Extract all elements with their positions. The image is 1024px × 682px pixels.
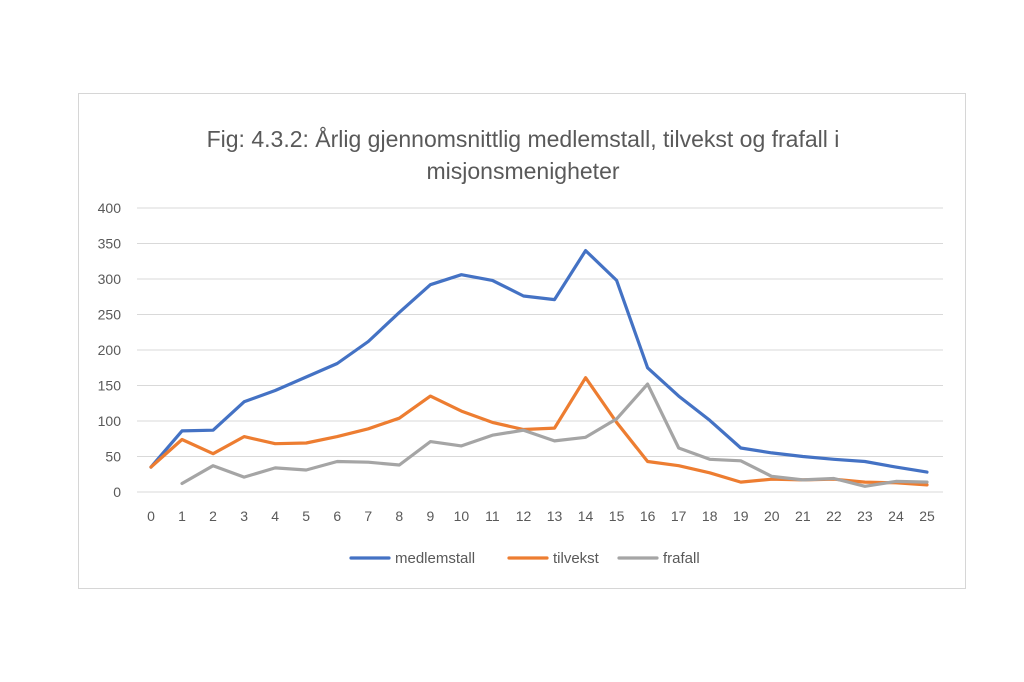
y-tick-label: 400 — [98, 200, 122, 216]
x-tick-label: 24 — [888, 508, 904, 524]
x-tick-label: 21 — [795, 508, 811, 524]
x-tick-label: 8 — [395, 508, 403, 524]
legend-label-medlemstall: medlemstall — [395, 550, 475, 567]
legend-label-frafall: frafall — [663, 550, 700, 567]
legend: medlemstall tilvekst frafall — [349, 550, 700, 567]
x-tick-label: 23 — [857, 508, 873, 524]
x-tick-label: 3 — [240, 508, 248, 524]
x-tick-label: 2 — [209, 508, 217, 524]
series-lines — [149, 249, 929, 488]
x-tick-label: 19 — [733, 508, 749, 524]
x-tick-label: 5 — [302, 508, 310, 524]
legend-label-tilvekst: tilvekst — [553, 550, 600, 567]
x-tick-label: 16 — [640, 508, 656, 524]
y-tick-label: 100 — [98, 413, 122, 429]
y-tick-label: 350 — [98, 236, 122, 252]
series-line-frafall — [180, 382, 929, 488]
x-tick-label: 18 — [702, 508, 718, 524]
chart-title-line-2: misjonsmenigheter — [426, 158, 619, 184]
x-tick-label: 1 — [178, 508, 186, 524]
x-tick-label: 14 — [578, 508, 594, 524]
x-tick-label: 6 — [333, 508, 341, 524]
x-tick-label: 17 — [671, 508, 687, 524]
y-tick-label: 200 — [98, 342, 122, 358]
x-tick-label: 13 — [547, 508, 563, 524]
x-tick-label: 0 — [147, 508, 155, 524]
y-tick-label: 50 — [105, 449, 121, 465]
x-tick-label: 9 — [426, 508, 434, 524]
x-tick-label: 7 — [364, 508, 372, 524]
y-tick-label: 250 — [98, 307, 122, 323]
x-tick-label: 4 — [271, 508, 279, 524]
y-tick-label: 0 — [113, 484, 121, 500]
x-tick-label: 11 — [485, 508, 500, 524]
chart-frame: Fig: 4.3.2: Årlig gjennomsnittlig medlem… — [78, 93, 966, 589]
x-tick-label: 22 — [826, 508, 842, 524]
y-tick-label: 150 — [98, 378, 122, 394]
gridlines — [137, 207, 943, 493]
series-line-medlemstall — [149, 249, 929, 474]
x-tick-label: 25 — [919, 508, 935, 524]
y-axis-ticks: 0 50 100 150 200 250 300 350 400 — [98, 200, 122, 500]
line-chart: Fig: 4.3.2: Årlig gjennomsnittlig medlem… — [98, 125, 943, 567]
x-tick-label: 12 — [516, 508, 532, 524]
x-tick-label: 15 — [609, 508, 625, 524]
x-tick-label: 20 — [764, 508, 780, 524]
x-tick-label: 10 — [454, 508, 470, 524]
chart-title: Fig: 4.3.2: Årlig gjennomsnittlig medlem… — [207, 125, 840, 184]
chart-title-line-1: Fig: 4.3.2: Årlig gjennomsnittlig medlem… — [207, 125, 840, 152]
x-axis-ticks: 0 1 2 3 4 5 6 7 8 9 10 11 12 13 14 15 16 17 18 19 20 21 22 23 24… — [147, 508, 935, 524]
y-tick-label: 300 — [98, 271, 122, 287]
